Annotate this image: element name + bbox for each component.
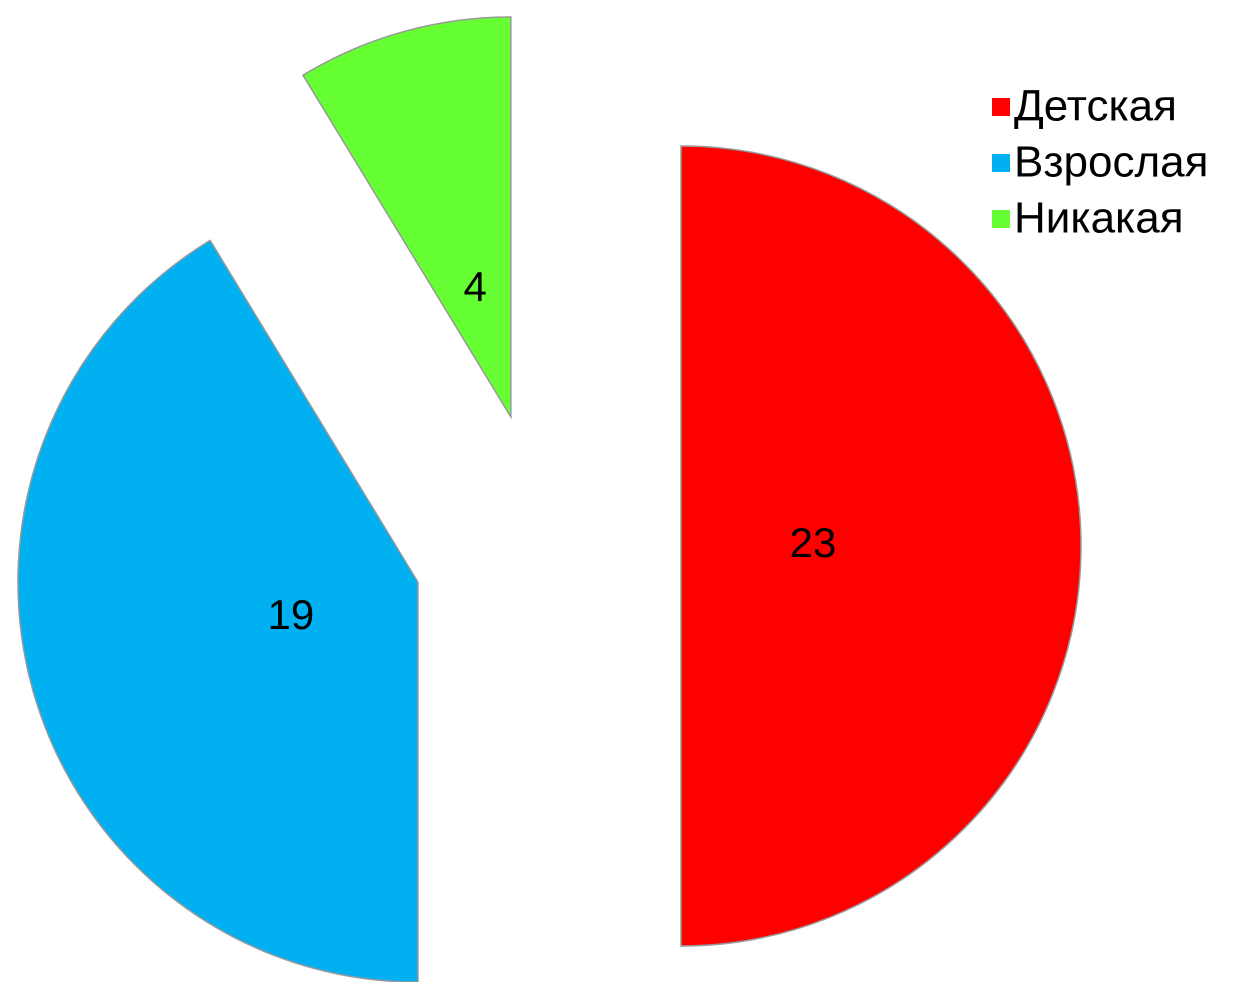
pie-slice [301, 16, 512, 420]
legend-label: Взрослая [1014, 138, 1208, 187]
legend-swatch [992, 210, 1010, 228]
pie-slice [17, 239, 419, 982]
legend-swatch [992, 154, 1010, 172]
data-label: 23 [790, 519, 837, 566]
legend-label: Никакая [1014, 194, 1184, 243]
data-label: 4 [464, 263, 487, 310]
pie-slice [680, 145, 1082, 947]
legend-swatch [992, 98, 1010, 116]
data-label: 19 [268, 591, 315, 638]
legend-label: Детская [1014, 82, 1177, 131]
